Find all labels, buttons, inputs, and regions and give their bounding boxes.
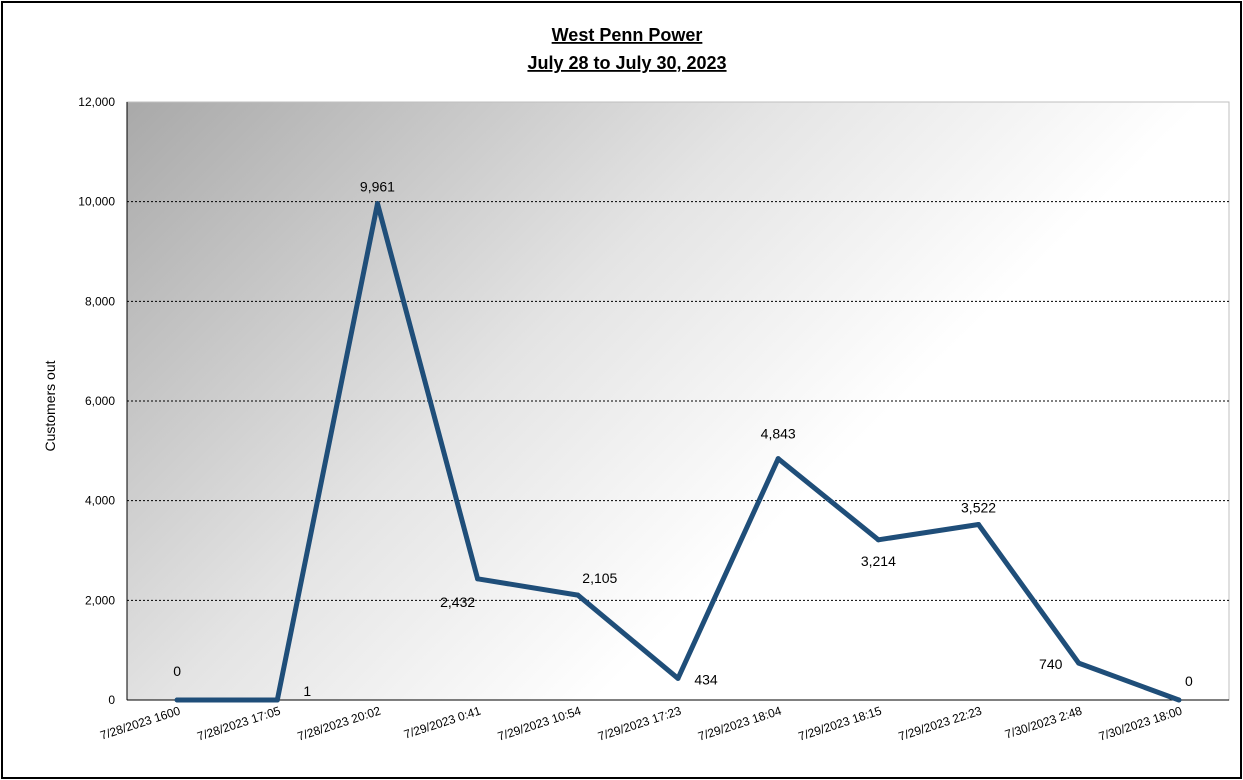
chart-svg: West Penn Power July 28 to July 30, 2023… [42, 25, 1230, 744]
x-tick-label: 7/28/2023 17:05 [195, 703, 282, 743]
x-tick-label: 7/29/2023 17:23 [596, 703, 683, 743]
data-label: 3,522 [961, 499, 996, 515]
data-point [374, 201, 380, 207]
x-tick-label: 7/30/2023 18:00 [1097, 703, 1184, 743]
data-label: 0 [1185, 673, 1193, 689]
chart-subtitle: July 28 to July 30, 2023 [527, 53, 726, 73]
x-tick-label: 7/29/2023 18:04 [696, 703, 783, 743]
series-line [174, 201, 1182, 703]
y-tick-label: 2,000 [85, 593, 115, 607]
data-label: 3,214 [861, 553, 896, 569]
data-label: 9,961 [360, 179, 395, 195]
x-tick-label: 7/29/2023 22:23 [897, 703, 984, 743]
x-tick-label: 7/30/2023 2:48 [1003, 703, 1084, 741]
data-label: 2,432 [440, 594, 475, 610]
data-labels: 0 1 9,961 2,432 2,105 434 4,843 3,214 3,522 740 0 [173, 179, 1193, 699]
x-tick-label: 7/29/2023 10:54 [496, 703, 583, 743]
data-point [475, 576, 481, 582]
data-label: 4,843 [761, 426, 796, 442]
y-tick-label: 6,000 [85, 394, 115, 408]
data-point [675, 675, 681, 681]
data-label: 2,105 [582, 570, 617, 586]
x-tick-label: 7/29/2023 0:41 [402, 703, 483, 741]
y-tick-label: 8,000 [85, 294, 115, 308]
y-tick-label: 12,000 [78, 95, 115, 109]
y-axis-label: Customers out [42, 360, 58, 451]
data-label: 740 [1039, 656, 1063, 672]
data-label: 1 [303, 683, 311, 699]
data-point [274, 697, 280, 703]
chart-title: West Penn Power [552, 25, 703, 45]
plot-area [126, 101, 1230, 701]
x-tick-label: 7/28/2023 1600 [98, 703, 182, 742]
x-tick-labels: 7/28/2023 1600 7/28/2023 17:05 7/28/2023 2… [98, 703, 1184, 743]
data-label: 0 [173, 663, 181, 679]
data-point [875, 537, 881, 543]
y-tick-label: 0 [108, 693, 115, 707]
y-tick-label: 4,000 [85, 494, 115, 508]
y-tick-labels: 0 2,000 4,000 6,000 8,000 10,000 12,000 [78, 95, 115, 707]
data-label: 434 [694, 671, 718, 687]
data-point [575, 592, 581, 598]
data-point [1176, 697, 1182, 703]
data-point [775, 456, 781, 462]
x-tick-label: 7/29/2023 18:15 [796, 703, 883, 743]
data-point [976, 521, 982, 527]
data-point [1076, 660, 1082, 666]
x-tick-label: 7/28/2023 20:02 [296, 703, 383, 743]
axes [126, 102, 1229, 701]
y-tick-label: 10,000 [78, 195, 115, 209]
data-point [174, 697, 180, 703]
